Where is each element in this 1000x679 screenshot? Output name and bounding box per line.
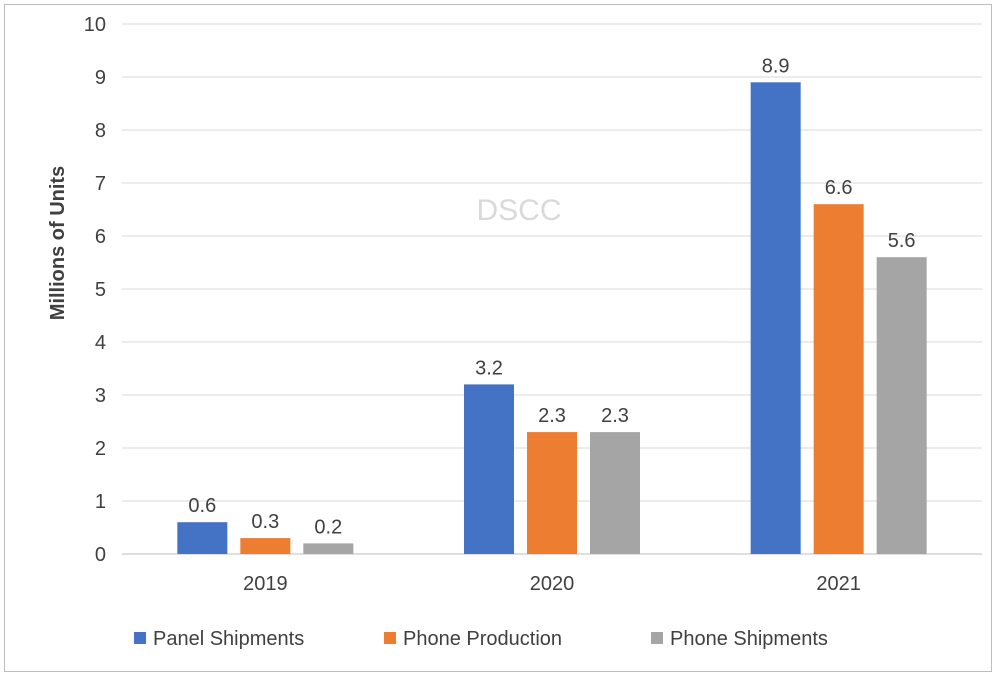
bar-2021-2	[876, 257, 927, 554]
y-tick-label: 6	[95, 226, 106, 248]
y-tick-label: 10	[84, 14, 106, 36]
legend-swatch	[651, 632, 663, 644]
data-label: 0.2	[314, 516, 342, 538]
y-tick-label: 9	[95, 67, 106, 89]
bar-2020-2	[590, 432, 640, 554]
data-label: 5.6	[888, 230, 916, 252]
x-tick-label: 2019	[243, 573, 288, 595]
y-tick-label: 0	[95, 544, 106, 566]
legend-label: Phone Shipments	[670, 628, 828, 650]
x-tick-label: 2020	[530, 573, 575, 595]
y-tick-label: 2	[95, 438, 106, 460]
y-tick-label: 3	[95, 385, 106, 407]
legend-swatch	[384, 632, 396, 644]
data-label: 2.3	[538, 405, 566, 427]
watermark: DSCC	[476, 194, 561, 227]
x-tick-label: 2021	[816, 573, 861, 595]
y-tick-label: 1	[95, 491, 106, 513]
data-label: 6.6	[825, 177, 853, 199]
bar-2019-2	[303, 543, 354, 554]
legend: Panel Shipments Phone Production Phone Shi…	[134, 628, 828, 650]
bar-2019-0	[177, 522, 228, 554]
y-tick-label: 8	[95, 120, 106, 142]
bar-2020-0	[464, 384, 514, 554]
y-tick-label: 5	[95, 279, 106, 301]
data-label: 2.3	[601, 405, 629, 427]
x-axis-ticks: 2019 2020 2021	[243, 573, 861, 595]
y-axis-ticks: 0 1 2 3 4 5 6 7 8 9 10	[84, 14, 106, 566]
data-label: 8.9	[762, 55, 790, 77]
legend-label: Panel Shipments	[153, 628, 304, 650]
bars	[177, 82, 927, 555]
y-axis-label: Millions of Units	[47, 166, 69, 320]
bar-2019-1	[240, 538, 291, 554]
data-label: 3.2	[475, 357, 503, 379]
bar-2020-1	[527, 432, 577, 554]
y-tick-label: 4	[95, 332, 106, 354]
legend-label: Phone Production	[403, 628, 562, 650]
data-label: 0.3	[251, 511, 279, 533]
bar-2021-1	[813, 204, 864, 554]
y-tick-label: 7	[95, 173, 106, 195]
data-labels: 0.6 0.3 0.2 3.2 2.3 2.3 8.9 6.6 5.6	[188, 55, 915, 538]
data-label: 0.6	[188, 495, 216, 517]
bar-2021-0	[750, 82, 801, 555]
legend-swatch	[134, 632, 146, 644]
